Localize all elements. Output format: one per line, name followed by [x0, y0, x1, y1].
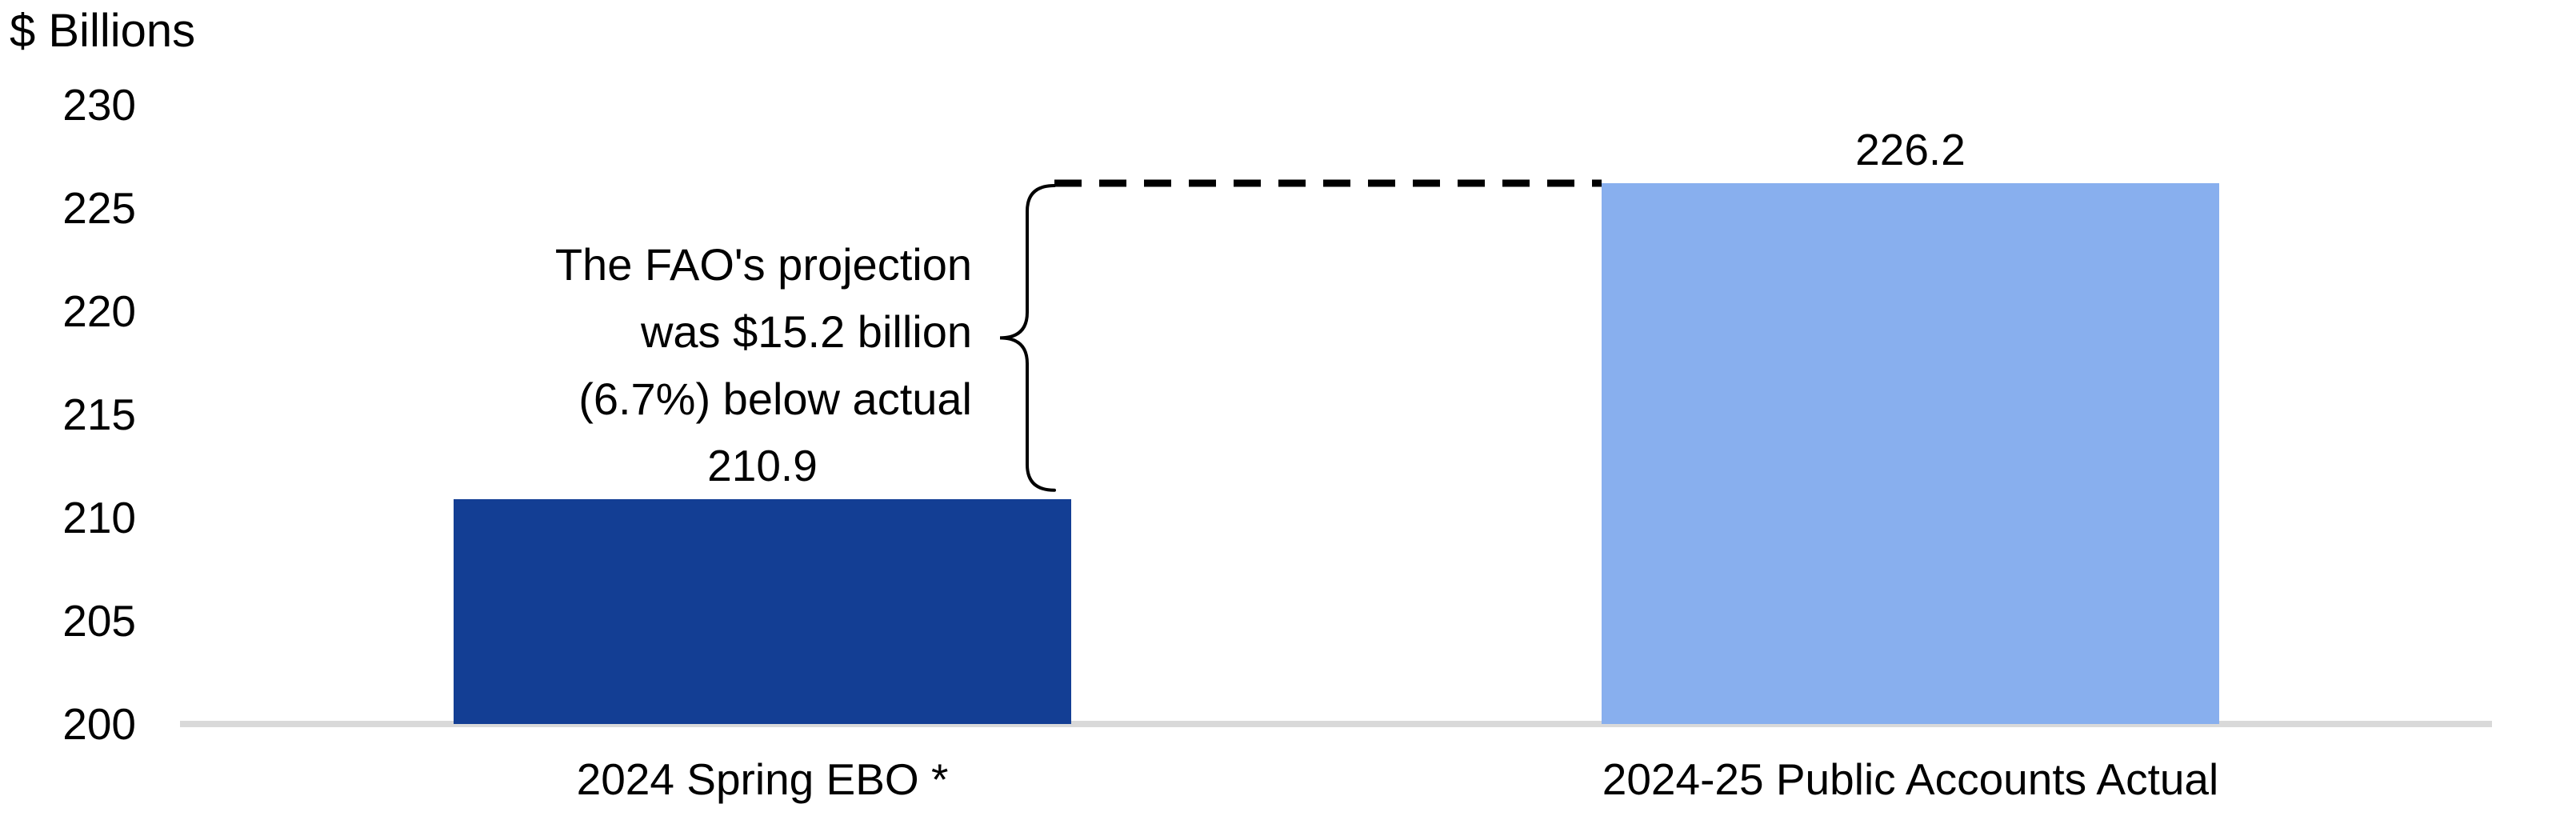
bar-value-label: 226.2: [1855, 125, 1966, 175]
y-tick-label: 215: [62, 390, 136, 439]
bar: [454, 498, 1071, 724]
y-tick-label: 225: [62, 183, 136, 233]
category-label: 2024 Spring EBO *: [576, 754, 949, 804]
y-tick-label: 230: [62, 80, 136, 130]
annotation-line: was $15.2 billion: [640, 306, 972, 357]
y-tick-label: 210: [62, 493, 136, 542]
y-tick-label: 200: [62, 699, 136, 749]
x-axis-line: [180, 721, 2492, 727]
y-tick-label: 220: [62, 286, 136, 336]
category-label: 2024-25 Public Accounts Actual: [1602, 754, 2219, 804]
bar-value-label: 210.9: [707, 440, 818, 490]
bar: [1602, 183, 2219, 724]
annotation-line: (6.7%) below actual: [578, 374, 972, 424]
curly-brace: [999, 184, 1056, 492]
y-axis-title: $ Billions: [10, 5, 196, 57]
y-tick-label: 205: [62, 596, 136, 646]
annotation-line: The FAO's projection: [554, 239, 972, 290]
annotation-text: The FAO's projection was $15.2 billion (…: [555, 231, 972, 433]
